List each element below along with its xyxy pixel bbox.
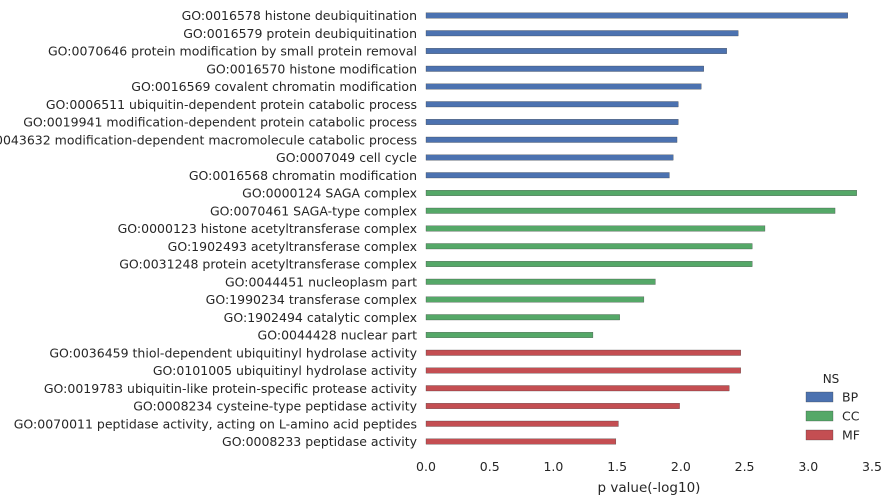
legend: NS BP CC MF [805, 372, 860, 443]
category-label: GO:0016570 histone modification [206, 61, 417, 76]
x-tick-label: 3.0 [798, 459, 818, 474]
bar [425, 367, 741, 374]
category-label: GO:0043632 modification-dependent macrom… [0, 132, 417, 147]
bar [425, 243, 753, 250]
legend-title: NS [823, 372, 840, 386]
bar [425, 136, 678, 143]
bar [425, 48, 727, 54]
bar [425, 30, 739, 37]
category-label: GO:0044428 nuclear part [258, 328, 418, 343]
category-label: GO:0070461 SAGA-type complex [210, 203, 417, 218]
bar [425, 119, 679, 125]
bar [425, 154, 674, 161]
bar [425, 385, 730, 392]
bar [425, 314, 620, 321]
legend-label: MF [842, 428, 860, 443]
category-label: GO:0044451 nucleoplasm part [225, 274, 417, 289]
bar [425, 65, 704, 72]
category-labels: GO:0016578 histone deubiquitination GO:00… [0, 8, 418, 449]
category-label: GO:0000123 histone acetyltransferase com… [118, 221, 417, 236]
category-label: GO:0008233 peptidase activity [222, 434, 418, 449]
category-label: GO:1990234 transferase complex [206, 292, 417, 307]
x-tick-label: 2.0 [671, 459, 691, 474]
category-label: GO:0006511 ubiquitin-dependent protein c… [46, 97, 417, 112]
bar [425, 225, 766, 232]
bar [425, 296, 645, 303]
legend-swatch [805, 429, 834, 441]
bar [425, 101, 679, 108]
category-label: GO:0019783 ubiquitin-like protein-specif… [44, 381, 418, 396]
bars-layer [425, 12, 857, 445]
bar [425, 12, 848, 19]
bar [425, 438, 617, 445]
bar [425, 261, 753, 267]
bar [425, 83, 702, 90]
category-label: GO:1902493 acetyltransferase complex [168, 239, 417, 254]
category-label: GO:0031248 protein acetyltransferase com… [119, 257, 417, 272]
x-tick-label: 1.0 [543, 459, 563, 474]
bar [425, 403, 680, 409]
legend-swatch [805, 410, 834, 422]
x-tick-label: 3.5 [862, 459, 882, 474]
x-axis: 0.0 0.5 1.0 1.5 2.0 2.5 3.0 3.5 [416, 459, 882, 474]
bar [425, 420, 619, 427]
legend-swatch [805, 391, 834, 403]
bar [425, 278, 656, 285]
x-axis-title: p value(-log10) [598, 480, 701, 496]
bar [425, 207, 836, 214]
x-tick-label: 0.5 [480, 459, 500, 474]
category-label: GO:0016578 histone deubiquitination [182, 8, 417, 23]
bar [425, 172, 670, 179]
category-label: GO:0070646 protein modification by small… [48, 44, 417, 59]
x-tick-label: 1.5 [607, 459, 627, 474]
category-label: GO:0036459 thiol-dependent ubiquitinyl h… [49, 345, 417, 360]
bar [425, 332, 594, 338]
category-label: GO:0016568 chromatin modification [189, 168, 417, 183]
category-label: GO:0008234 cysteine-type peptidase activ… [133, 399, 417, 414]
x-tick-label: 0.0 [416, 459, 436, 474]
legend-label: CC [842, 409, 860, 424]
category-label: GO:0007049 cell cycle [276, 150, 417, 165]
category-label: GO:0000124 SAGA complex [242, 186, 417, 201]
category-label: GO:1902494 catalytic complex [224, 310, 417, 325]
category-label: GO:0016579 protein deubiquitination [183, 26, 417, 41]
category-label: GO:0019941 modification-dependent protei… [23, 115, 417, 130]
x-tick-label: 2.5 [735, 459, 755, 474]
bar [425, 349, 741, 356]
category-label: GO:0070011 peptidase activity, acting on… [14, 416, 417, 431]
category-label: GO:0016569 covalent chromatin modificati… [131, 79, 417, 94]
legend-label: BP [842, 390, 859, 405]
category-label: GO:0101005 ubiquitinyl hydrolase activit… [153, 363, 418, 378]
bar [425, 190, 857, 196]
